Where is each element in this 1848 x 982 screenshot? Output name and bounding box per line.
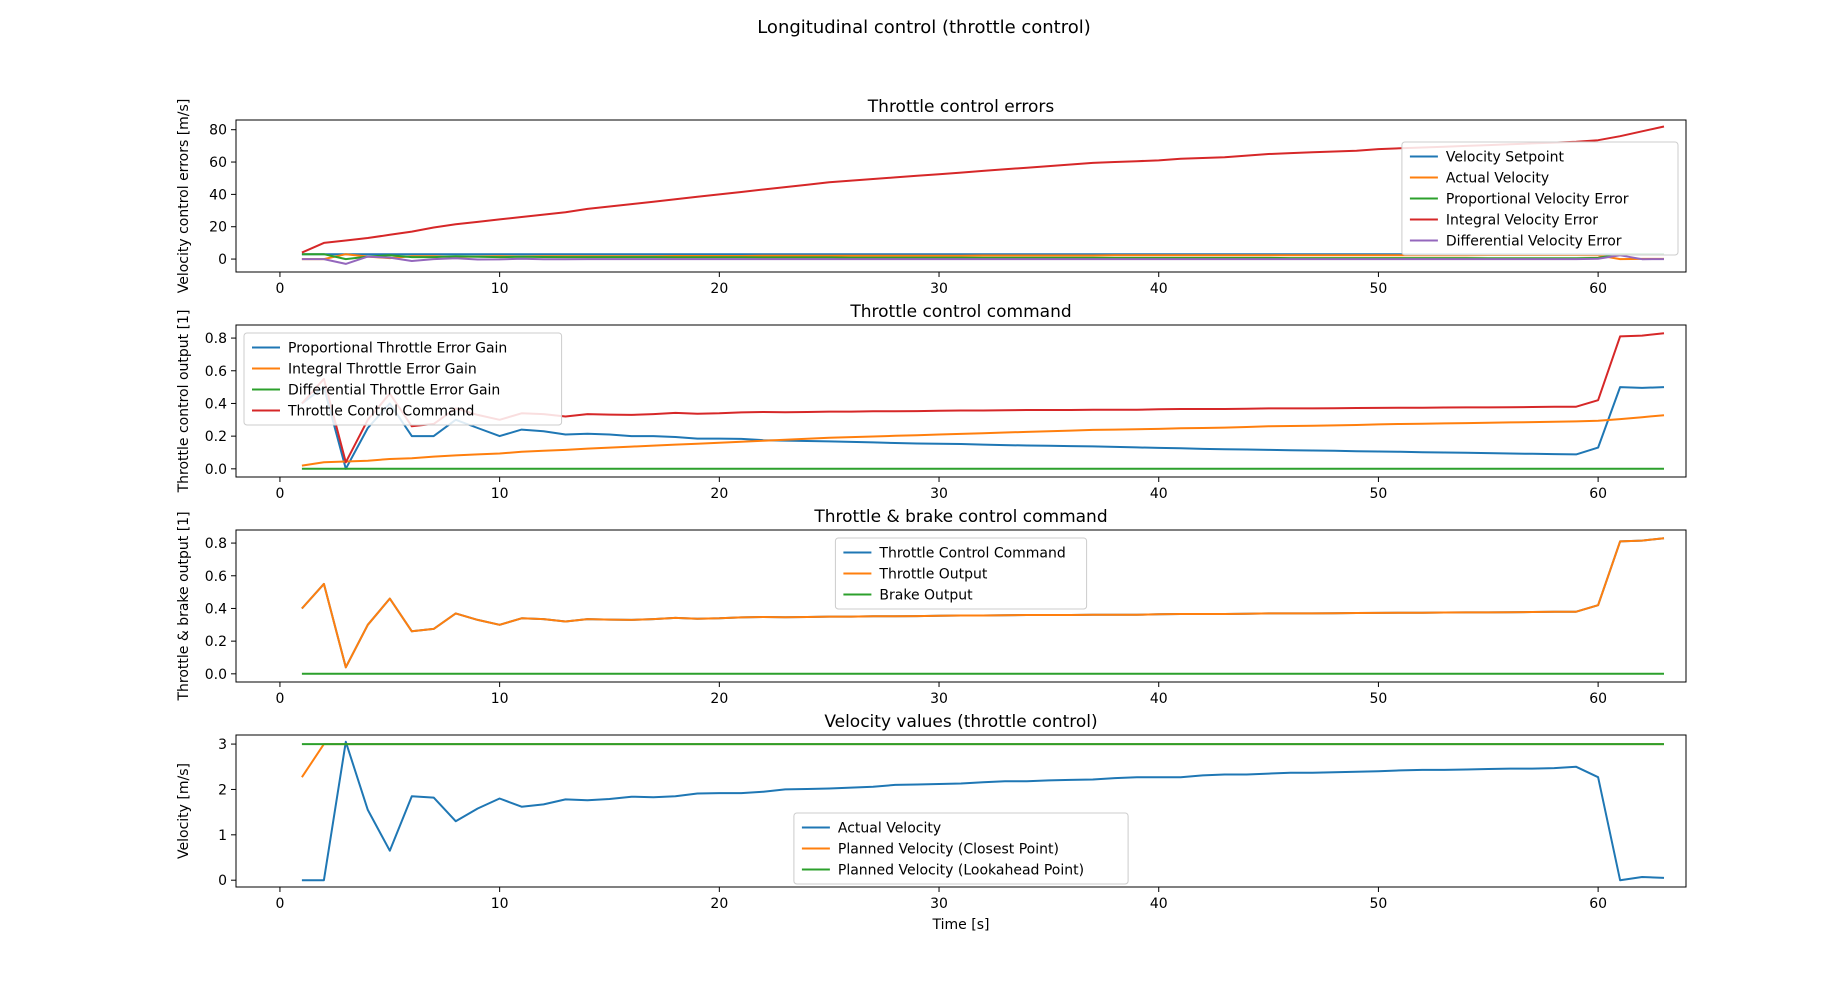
legend-label: Brake Output: [879, 588, 973, 604]
series-line-actual-velocity: [301, 740, 1665, 882]
legend: Actual Velocity Planned Velocity (Closest…: [793, 812, 1129, 885]
series-group: [301, 740, 1665, 882]
y-tick-label: 0.0: [205, 667, 227, 683]
x-tick-label: 20: [710, 691, 728, 707]
x-tick-label: 30: [930, 486, 948, 502]
legend-label: Integral Throttle Error Gain: [288, 362, 477, 378]
y-axis-label: Throttle & brake output [1]: [176, 511, 192, 701]
x-tick-label: 50: [1370, 486, 1388, 502]
series-line-throttle-output: [301, 537, 1665, 669]
legend-box: [834, 537, 1088, 610]
series-group: [301, 537, 1665, 675]
y-tick-label: 0.2: [205, 429, 227, 445]
x-tick-label: 60: [1589, 486, 1607, 502]
legend-label: Planned Velocity (Lookahead Point): [838, 863, 1084, 879]
legend-label: Throttle Control Command: [878, 546, 1065, 562]
series-line-integral-throttle-error-gain: [301, 414, 1665, 467]
x-tick-label: 50: [1370, 691, 1388, 707]
x-tick-label: 0: [275, 691, 284, 707]
legend: Throttle Control Command Throttle Output B…: [834, 537, 1088, 610]
y-tick-label: 20: [209, 220, 227, 236]
y-tick-label: 0.2: [205, 634, 227, 650]
legend: Velocity Setpoint Actual Velocity Proporti…: [1401, 141, 1679, 256]
axes-title: Velocity values (throttle control): [824, 712, 1097, 732]
y-tick-label: 1: [218, 828, 227, 844]
x-tick-label: 60: [1589, 896, 1607, 912]
y-tick-label: 0.6: [205, 364, 227, 380]
legend-label: Differential Velocity Error: [1446, 234, 1622, 250]
axes-4: Velocity values (throttle control)0 10 20 3…: [176, 712, 1687, 933]
axes-1: Throttle control errors 0 10 20 30 40 50 60 0 20 4…: [176, 97, 1687, 297]
x-tick-label: 20: [710, 896, 728, 912]
x-tick-label: 0: [275, 486, 284, 502]
legend-box: [793, 812, 1129, 885]
axes-3: Throttle & brake control command 0 10 20 30 4…: [176, 507, 1687, 707]
figure-suptitle: Longitudinal control (throttle control): [757, 17, 1091, 38]
x-tick-label: 10: [491, 691, 509, 707]
legend-box: [1401, 141, 1679, 256]
axes-title: Throttle control errors: [867, 97, 1055, 117]
x-axis-label: Time [s]: [932, 917, 990, 933]
y-axis-label: Throttle control output [1]: [176, 310, 192, 494]
y-tick-label: 40: [209, 187, 227, 203]
legend-label: Velocity Setpoint: [1446, 150, 1565, 166]
y-tick-label: 0.8: [205, 536, 227, 552]
series-group: [301, 332, 1665, 470]
y-tick-label: 0: [218, 252, 227, 268]
y-axis-label: Velocity control errors [m/s]: [176, 99, 192, 294]
legend-label: Integral Velocity Error: [1446, 213, 1598, 229]
legend-label: Throttle Control Command: [287, 404, 474, 420]
series-line-proportional-throttle-error-gain: [301, 386, 1665, 470]
legend-label: Differential Throttle Error Gain: [288, 383, 500, 399]
x-tick-label: 30: [930, 896, 948, 912]
x-tick-label: 60: [1589, 691, 1607, 707]
y-tick-label: 2: [218, 782, 227, 798]
x-tick-label: 10: [491, 896, 509, 912]
x-tick-label: 30: [930, 691, 948, 707]
legend-label: Actual Velocity: [1446, 171, 1549, 187]
axes-title: Throttle control command: [849, 302, 1071, 322]
legend-label: Planned Velocity (Closest Point): [838, 842, 1059, 858]
y-tick-label: 0.8: [205, 331, 227, 347]
x-tick-label: 60: [1589, 281, 1607, 297]
y-tick-label: 0.6: [205, 569, 227, 585]
y-tick-label: 80: [209, 123, 227, 139]
x-tick-label: 40: [1150, 281, 1168, 297]
y-axis-label: Velocity [m/s]: [176, 763, 192, 859]
y-tick-label: 0: [218, 873, 227, 889]
x-tick-label: 40: [1150, 896, 1168, 912]
x-tick-label: 40: [1150, 486, 1168, 502]
x-tick-label: 50: [1370, 896, 1388, 912]
y-tick-label: 0.4: [205, 396, 227, 412]
x-tick-label: 20: [710, 281, 728, 297]
x-tick-label: 20: [710, 486, 728, 502]
y-tick-label: 0.4: [205, 601, 227, 617]
legend-label: Proportional Throttle Error Gain: [288, 341, 507, 357]
x-tick-label: 0: [275, 896, 284, 912]
y-tick-label: 3: [218, 737, 227, 753]
x-tick-label: 10: [491, 486, 509, 502]
x-tick-label: 50: [1370, 281, 1388, 297]
y-tick-label: 0.0: [205, 462, 227, 478]
x-tick-label: 10: [491, 281, 509, 297]
legend-label: Throttle Output: [878, 567, 988, 583]
axes-title: Throttle & brake control command: [813, 507, 1107, 527]
x-tick-label: 0: [275, 281, 284, 297]
legend-label: Actual Velocity: [838, 821, 941, 837]
legend: Proportional Throttle Error Gain Integral…: [243, 332, 563, 426]
y-tick-label: 60: [209, 155, 227, 171]
x-tick-label: 30: [930, 281, 948, 297]
x-tick-label: 40: [1150, 691, 1168, 707]
series-line-differential-velocity-error: [301, 254, 1665, 265]
legend-box: [243, 332, 563, 426]
legend-label: Proportional Velocity Error: [1446, 192, 1629, 208]
axes-2: Throttle control command 0 10 20 30 40 50 60 0.0…: [176, 302, 1687, 502]
